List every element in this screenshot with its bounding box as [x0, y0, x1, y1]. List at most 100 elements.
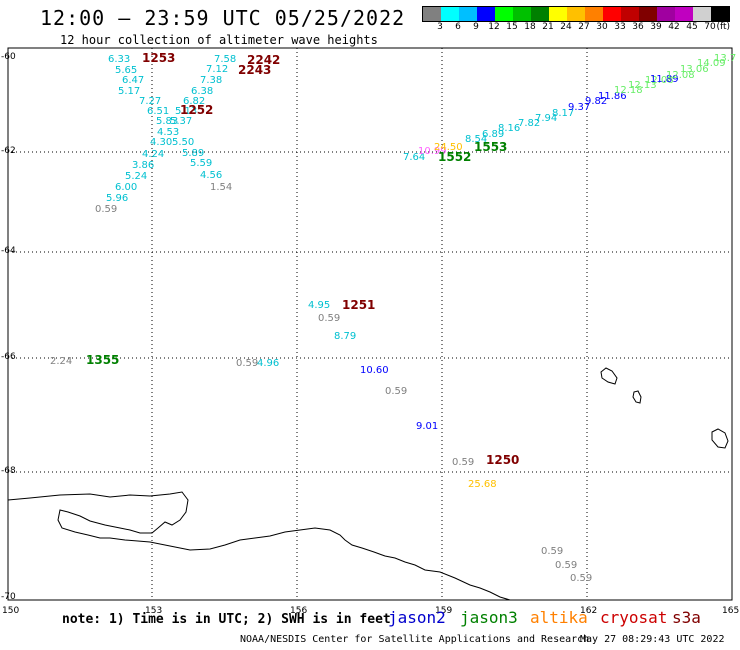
wave-height-label: 5.59: [190, 158, 213, 169]
wave-height-label: 13.06: [680, 64, 709, 75]
wave-height-label: 7.94: [535, 113, 558, 124]
wave-height-label: 5.83: [156, 116, 179, 127]
legend-label: 18: [524, 22, 536, 32]
legend-swatch: [513, 7, 531, 21]
legend-swatch: [711, 7, 729, 21]
wave-height-label: 12.18: [614, 85, 643, 96]
wave-height-label: 6.38: [191, 86, 214, 97]
island-1: [600, 367, 618, 385]
map-frame: [7, 47, 733, 601]
wave-height-label: 8.54: [465, 134, 488, 145]
legend-label: 12: [488, 22, 500, 32]
wave-height-label: 5.96: [106, 193, 129, 204]
legend-label: 9: [473, 22, 479, 32]
legend-unit: (ft): [716, 22, 730, 32]
lon-label: 156: [290, 606, 308, 616]
wave-height-label: 9.82: [585, 96, 608, 107]
lon-label: 165: [722, 606, 740, 616]
wave-height-label: 8.17: [552, 108, 575, 119]
legend-swatch: [639, 7, 657, 21]
pass-time-label: 1355: [86, 353, 120, 367]
wave-height-label: 3.86: [132, 160, 155, 171]
wave-height-label: 8.16: [498, 123, 521, 134]
legend-swatch: [477, 7, 495, 21]
lat-label: -62: [1, 146, 16, 156]
legend-labels: 3 6 9 12 15 18 21 24 27 30 33 36 39 42 45 70: [422, 22, 728, 34]
wave-height-label: 5.17: [118, 86, 141, 97]
legend-swatch: [567, 7, 585, 21]
page-subtitle: 12 hour collection of altimeter wave hei…: [60, 33, 378, 47]
wave-height-label: 6.89: [482, 129, 505, 140]
wave-height-label: 0.59: [236, 358, 259, 369]
wave-height-label: 5.24: [125, 171, 148, 182]
wave-height-label: 5.37: [170, 116, 193, 127]
wave-height-label: 24.50: [434, 142, 463, 153]
wave-height-label: 25.68: [468, 479, 497, 490]
footer-credit: NOAA/NESDIS Center for Satellite Applica…: [240, 634, 590, 645]
island-3: [711, 428, 729, 449]
wave-height-label: 4.96: [257, 358, 280, 369]
wave-height-label: 2.24: [50, 356, 73, 367]
legend-swatch: [423, 7, 441, 21]
antarctic-coastline: [7, 491, 511, 601]
wave-height-label: 6.00: [115, 182, 138, 193]
lat-label: -70: [1, 592, 16, 602]
wave-height-label: 0.59: [555, 560, 578, 571]
wave-height-label: 12.13: [628, 80, 657, 91]
wave-height-label: 6.51: [147, 106, 170, 117]
wave-height-label: 8.79: [334, 331, 357, 342]
wave-height-label: 7.38: [200, 75, 223, 86]
lat-label: -68: [1, 466, 16, 476]
wave-height-label: 5.65: [115, 65, 138, 76]
satellite-jason3: jason3: [460, 608, 518, 627]
wave-height-label: 0.59: [452, 457, 475, 468]
wave-height-label: 11.89: [650, 74, 679, 85]
wave-height-label: 6.82: [183, 96, 206, 107]
pass-time-label: 1252: [180, 103, 214, 117]
wave-height-label: 12.08: [645, 75, 674, 86]
pass-time-label: 1250: [486, 453, 520, 467]
satellite-altika: altika: [530, 608, 588, 627]
wave-height-label: 14.09: [697, 58, 726, 69]
pass-time-label: 1553: [474, 140, 508, 154]
pass-time-label: 1251: [342, 298, 376, 312]
lon-label: 162: [580, 606, 598, 616]
legend-swatch: [441, 7, 459, 21]
legend-label: 30: [596, 22, 608, 32]
lon-label: 150: [2, 606, 20, 616]
legend-swatch: [603, 7, 621, 21]
satellite-s3a: s3a: [672, 608, 701, 627]
legend-label: 15: [506, 22, 518, 32]
wave-height-label: 7.82: [518, 118, 541, 129]
wave-height-label: 0.59: [570, 573, 593, 584]
satellite-jason2: jason2: [388, 608, 446, 627]
legend-label: 3: [437, 22, 443, 32]
wave-height-label: 10.99: [418, 146, 447, 157]
legend-swatch: [459, 7, 477, 21]
grid-lines: [8, 48, 732, 600]
wave-height-label: 4.53: [157, 127, 180, 138]
lat-label: -66: [1, 352, 16, 362]
legend-swatch: [531, 7, 549, 21]
wave-height-label: 5.89: [182, 148, 205, 159]
legend-label: 42: [668, 22, 680, 32]
lon-label: 159: [435, 606, 453, 616]
wave-height-label: 9.01: [416, 421, 439, 432]
island-2: [632, 390, 642, 404]
legend-swatch: [495, 7, 513, 21]
page-title: 12:00 — 23:59 UTC 05/25/2022: [40, 6, 406, 30]
lon-label: 153: [145, 606, 163, 616]
wave-height-label: 4.30: [150, 137, 173, 148]
legend-swatch: [693, 7, 711, 21]
wave-height-label: 10.60: [360, 365, 389, 376]
wave-height-label: 5.50: [172, 137, 195, 148]
legend-label: 45: [686, 22, 698, 32]
wave-height-label: 12.08: [666, 70, 695, 81]
pass-time-label: 2243: [238, 63, 272, 77]
color-legend: [422, 6, 730, 22]
wave-height-label: 4.95: [308, 300, 331, 311]
lat-label: -60: [1, 52, 16, 62]
wave-height-label: 4.24: [142, 149, 165, 160]
pass-time-label: 2242: [247, 53, 281, 67]
